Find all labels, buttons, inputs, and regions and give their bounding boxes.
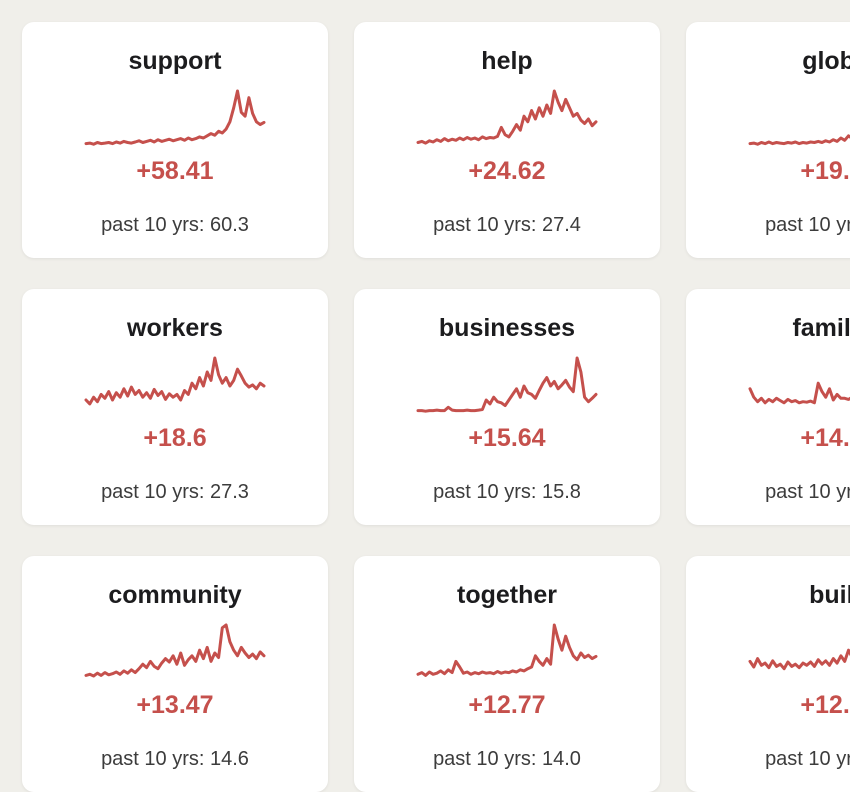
trend-card[interactable]: together +12.77 past 10 yrs: 14.0 — [354, 556, 660, 792]
change-value: +19.06 — [800, 157, 850, 185]
card-title: support — [128, 47, 222, 75]
change-value: +24.62 — [468, 157, 546, 185]
card-title: community — [108, 581, 242, 609]
trend-card[interactable]: global +19.06 past 10 yrs: 20.9 — [686, 22, 850, 258]
sparkline-chart — [748, 648, 850, 671]
trend-card[interactable]: businesses +15.64 past 10 yrs: 15.8 — [354, 289, 660, 525]
sparkline-chart — [416, 623, 598, 677]
past-10yrs-label: past 10 yrs: 27.4 — [433, 214, 581, 236]
trend-card-grid: support +58.41 past 10 yrs: 60.3 help +2… — [22, 22, 850, 792]
sparkline-chart — [84, 356, 266, 406]
card-title: families — [792, 314, 850, 342]
past-10yrs-label: past 10 yrs: 15.8 — [433, 481, 581, 503]
change-value: +15.64 — [468, 424, 546, 452]
change-value: +13.47 — [136, 691, 214, 719]
card-title: workers — [127, 314, 223, 342]
card-title: businesses — [438, 314, 576, 342]
trend-card[interactable]: help +24.62 past 10 yrs: 27.4 — [354, 22, 660, 258]
card-title: global — [802, 47, 850, 75]
change-value: +12.72 — [800, 691, 850, 719]
sparkline-chart — [84, 623, 266, 678]
sparkline-chart — [748, 381, 850, 405]
past-10yrs-label: past 10 yrs: 60.3 — [101, 214, 249, 236]
trend-card[interactable]: community +13.47 past 10 yrs: 14.6 — [22, 556, 328, 792]
card-title: help — [481, 47, 533, 75]
trend-card[interactable]: families +14.53 past 10 yrs: 16.1 — [686, 289, 850, 525]
trend-card[interactable]: build +12.72 past 10 yrs: 13.2 — [686, 556, 850, 792]
change-value: +14.53 — [800, 424, 850, 452]
trend-card[interactable]: support +58.41 past 10 yrs: 60.3 — [22, 22, 328, 258]
card-title: build — [809, 581, 850, 609]
sparkline-chart — [84, 89, 266, 146]
card-title: together — [457, 581, 557, 609]
past-10yrs-label: past 10 yrs: 20.9 — [765, 214, 850, 236]
change-value: +58.41 — [136, 157, 214, 185]
change-value: +18.6 — [143, 424, 207, 452]
sparkline-chart — [416, 356, 598, 413]
past-10yrs-label: past 10 yrs: 16.1 — [765, 481, 850, 503]
trend-card[interactable]: workers +18.6 past 10 yrs: 27.3 — [22, 289, 328, 525]
change-value: +12.77 — [468, 691, 546, 719]
sparkline-chart — [416, 89, 598, 145]
past-10yrs-label: past 10 yrs: 27.3 — [101, 481, 249, 503]
sparkline-chart — [748, 134, 850, 146]
